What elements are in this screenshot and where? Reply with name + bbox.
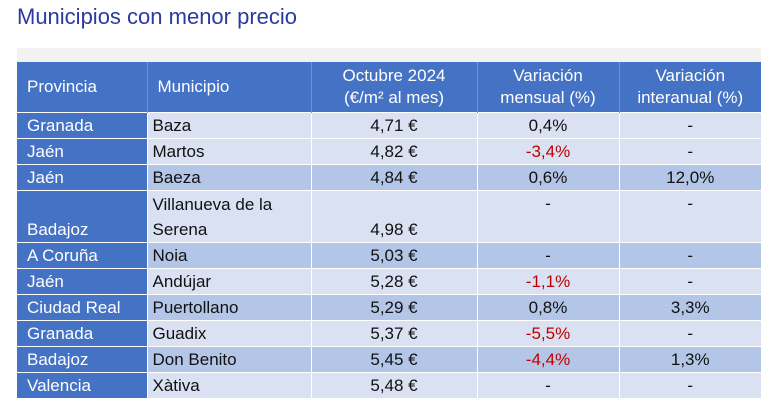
cell-variacion-mensual: 0,8%	[477, 294, 620, 321]
cell-municipio: Don Benito	[147, 346, 312, 373]
cell-municipio-line2: Serena	[152, 220, 208, 239]
table-header-row: Provincia Municipio Octubre 2024 (€/m² a…	[17, 62, 761, 113]
cell-precio: 5,03 €	[311, 242, 478, 269]
cell-variacion-interanual: -	[619, 112, 761, 139]
cell-variacion-mensual: -1,1%	[477, 268, 620, 295]
cell-provincia: Granada	[17, 320, 148, 347]
cell-precio: 4,71 €	[311, 112, 478, 139]
header-precio-line2: (€/m² al mes)	[343, 88, 445, 107]
cell-variacion-mensual: -3,4%	[477, 138, 620, 165]
cell-municipio-line1: Villanueva de la	[152, 195, 273, 214]
table-row: Granada Baza 4,71 € 0,4% -	[17, 112, 761, 139]
cell-precio: 5,29 €	[311, 294, 478, 321]
cell-variacion-interanual: -	[619, 372, 761, 398]
table-row: Jaén Martos 4,82 € -3,4% -	[17, 138, 761, 165]
cell-variacion-interanual: -	[619, 242, 761, 269]
table-row: Ciudad Real Puertollano 5,29 € 0,8% 3,3%	[17, 294, 761, 321]
cell-provincia: Ciudad Real	[17, 294, 148, 321]
table-row: Badajoz Villanueva de la Serena 4,98 € -…	[17, 190, 761, 243]
cell-provincia: A Coruña	[17, 242, 148, 269]
header-variacion-mensual: Variación mensual (%)	[477, 62, 620, 113]
cell-precio: 4,82 €	[311, 138, 478, 165]
cell-provincia: Jaén	[17, 164, 148, 191]
cell-variacion-mensual: 0,4%	[477, 112, 620, 139]
header-provincia: Provincia	[17, 62, 148, 113]
cell-variacion-mensual: -	[477, 372, 620, 398]
cell-precio: 5,48 €	[311, 372, 478, 398]
cell-municipio: Baeza	[147, 164, 312, 191]
table-row: Jaén Baeza 4,84 € 0,6% 12,0%	[17, 164, 761, 191]
header-variacion-interanual: Variación interanual (%)	[619, 62, 761, 113]
cell-municipio: Guadix	[147, 320, 312, 347]
header-interanual-line2: interanual (%)	[637, 88, 744, 107]
cell-variacion-interanual: -	[619, 320, 761, 347]
cell-provincia: Badajoz	[17, 190, 148, 243]
cell-provincia: Granada	[17, 112, 148, 139]
cell-municipio: Noia	[147, 242, 312, 269]
cell-municipio: Xàtiva	[147, 372, 312, 398]
cell-precio: 5,45 €	[311, 346, 478, 373]
header-interanual-line1: Variación	[655, 66, 726, 85]
cell-variacion-interanual: 3,3%	[619, 294, 761, 321]
cell-precio: 5,37 €	[311, 320, 478, 347]
cell-variacion-interanual: -	[619, 138, 761, 165]
cell-provincia: Jaén	[17, 138, 148, 165]
cell-variacion-mensual: 0,6%	[477, 164, 620, 191]
page-title: Municipios con menor precio	[17, 4, 298, 29]
table-top-band	[17, 48, 761, 62]
header-municipio: Municipio	[147, 62, 312, 113]
cell-variacion-interanual: -	[619, 190, 761, 243]
price-table: Provincia Municipio Octubre 2024 (€/m² a…	[17, 62, 761, 398]
cell-provincia: Badajoz	[17, 346, 148, 373]
header-precio-line1: Octubre 2024	[342, 66, 446, 85]
table-row: Valencia Xàtiva 5,48 € - -	[17, 372, 761, 398]
cell-municipio: Puertollano	[147, 294, 312, 321]
table-row: Granada Guadix 5,37 € -5,5% -	[17, 320, 761, 347]
header-precio: Octubre 2024 (€/m² al mes)	[311, 62, 478, 113]
cell-precio: 5,28 €	[311, 268, 478, 295]
header-mensual-line1: Variación	[513, 66, 583, 85]
cell-precio: 4,98 €	[311, 190, 478, 243]
cell-municipio: Andújar	[147, 268, 312, 295]
cell-variacion-mensual: -	[477, 190, 620, 243]
cell-municipio: Villanueva de la Serena	[147, 190, 312, 243]
header-mensual-line2: mensual (%)	[500, 88, 596, 107]
cell-provincia: Jaén	[17, 268, 148, 295]
cell-variacion-mensual: -	[477, 242, 620, 269]
table-row: Jaén Andújar 5,28 € -1,1% -	[17, 268, 761, 295]
cell-provincia: Valencia	[17, 372, 148, 398]
cell-municipio: Martos	[147, 138, 312, 165]
table-row: A Coruña Noia 5,03 € - -	[17, 242, 761, 269]
cell-variacion-mensual: -4,4%	[477, 346, 620, 373]
table-row: Badajoz Don Benito 5,45 € -4,4% 1,3%	[17, 346, 761, 373]
cell-municipio: Baza	[147, 112, 312, 139]
cell-precio: 4,84 €	[311, 164, 478, 191]
cell-variacion-interanual: 12,0%	[619, 164, 761, 191]
cell-variacion-interanual: 1,3%	[619, 346, 761, 373]
cell-variacion-mensual: -5,5%	[477, 320, 620, 347]
cell-variacion-interanual: -	[619, 268, 761, 295]
